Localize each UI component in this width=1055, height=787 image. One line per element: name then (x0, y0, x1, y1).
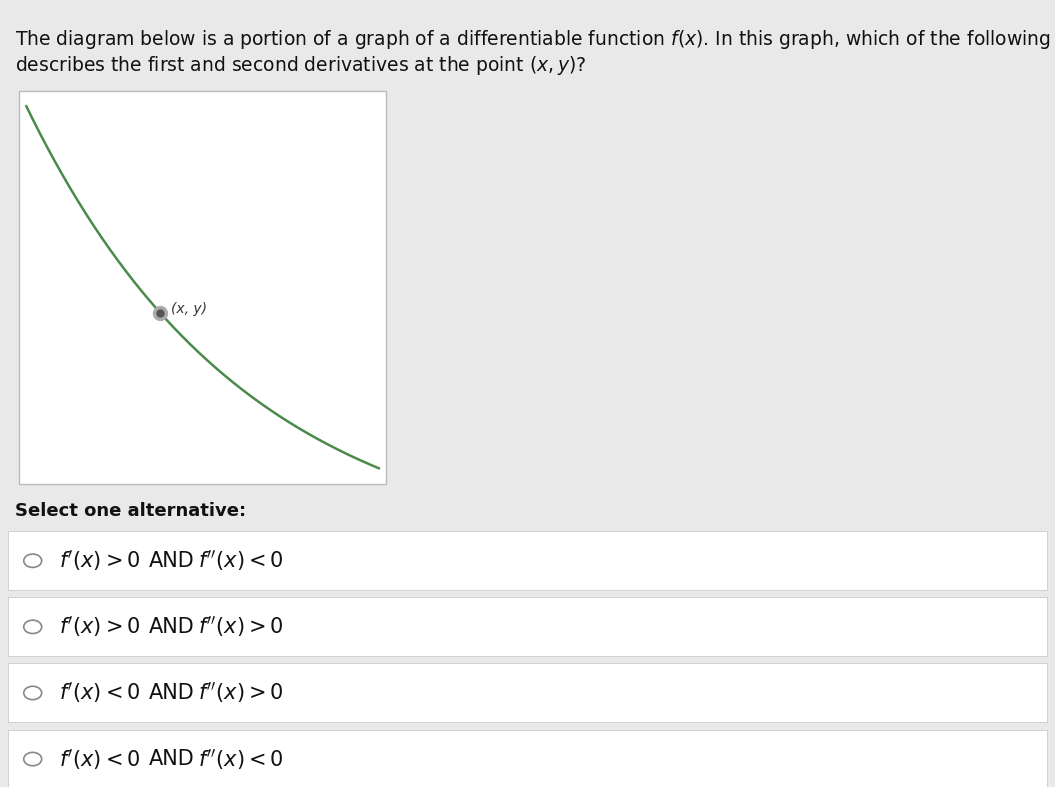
Bar (8, 597, 1047, 656)
Text: $f''(x) < 0$: $f''(x) < 0$ (198, 747, 284, 771)
Text: describes the first and second derivatives at the point $(x, y)$?: describes the first and second derivativ… (15, 54, 587, 76)
Text: AND: AND (149, 617, 194, 637)
Text: $f'(x) < 0$: $f'(x) < 0$ (59, 681, 140, 705)
Bar (19, 91, 386, 484)
Text: $f'(x) < 0$: $f'(x) < 0$ (59, 747, 140, 771)
Text: $f''(x) > 0$: $f''(x) > 0$ (198, 681, 284, 705)
Text: The diagram below is a portion of a graph of a differentiable function $f(x)$. I: The diagram below is a portion of a grap… (15, 28, 1051, 51)
Text: (x, y): (x, y) (171, 302, 207, 316)
Text: AND: AND (149, 683, 194, 703)
Text: $f'(x) > 0$: $f'(x) > 0$ (59, 549, 140, 573)
Text: AND: AND (149, 551, 194, 571)
Text: $f''(x) > 0$: $f''(x) > 0$ (198, 615, 284, 639)
Bar (8, 663, 1047, 722)
Bar (8, 730, 1047, 787)
Text: Select one alternative:: Select one alternative: (15, 502, 246, 520)
Text: $f'(x) > 0$: $f'(x) > 0$ (59, 615, 140, 639)
Text: $f''(x) < 0$: $f''(x) < 0$ (198, 549, 284, 573)
Text: AND: AND (149, 749, 194, 769)
Bar (8, 531, 1047, 590)
